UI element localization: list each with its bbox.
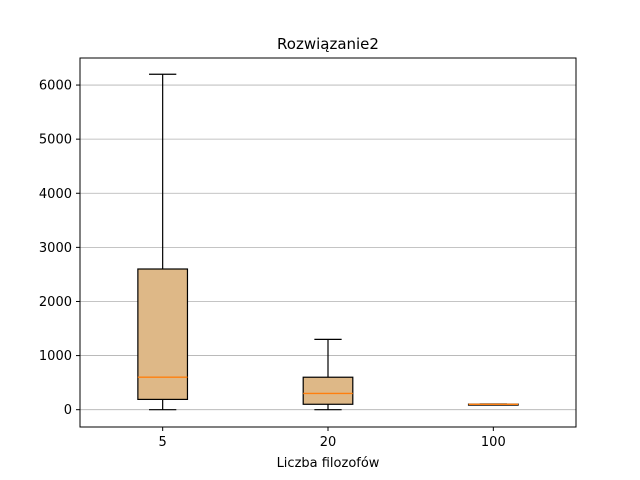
- x-tick-label: 20: [320, 435, 337, 450]
- x-axis-label: Liczba filozofów: [277, 456, 380, 471]
- y-tick-label: 5000: [39, 133, 72, 148]
- iqr-box: [137, 268, 189, 401]
- ticks-layer: 0 1000 2000 3000 4000 5000 6000 5 20 100: [39, 79, 506, 450]
- iqr-box: [302, 376, 354, 405]
- chart-title: Rozwiązanie2: [277, 35, 379, 53]
- y-tick-label: 1000: [39, 349, 72, 364]
- box-100: [467, 403, 519, 406]
- y-tick-label: 3000: [39, 241, 72, 256]
- x-tick-label: 100: [481, 435, 506, 450]
- box-20: [302, 338, 354, 411]
- x-tick-label: 5: [159, 435, 167, 450]
- box-5: [137, 73, 189, 411]
- y-tick-label: 0: [64, 403, 72, 418]
- y-tick-label: 6000: [39, 79, 72, 94]
- y-tick-label: 4000: [39, 187, 72, 202]
- boxes-layer: [137, 73, 519, 411]
- y-tick-label: 2000: [39, 295, 72, 310]
